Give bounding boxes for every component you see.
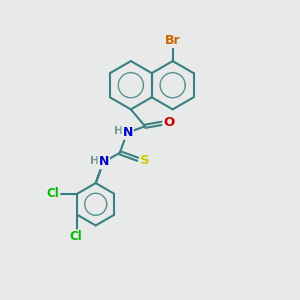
- Text: H: H: [114, 126, 124, 136]
- Text: Br: Br: [165, 34, 181, 47]
- Text: H: H: [90, 156, 100, 166]
- Text: N: N: [99, 155, 109, 168]
- Text: O: O: [163, 116, 175, 129]
- Text: Cl: Cl: [70, 230, 82, 244]
- Text: S: S: [140, 154, 150, 167]
- Text: N: N: [122, 126, 133, 139]
- Text: Cl: Cl: [46, 187, 59, 200]
